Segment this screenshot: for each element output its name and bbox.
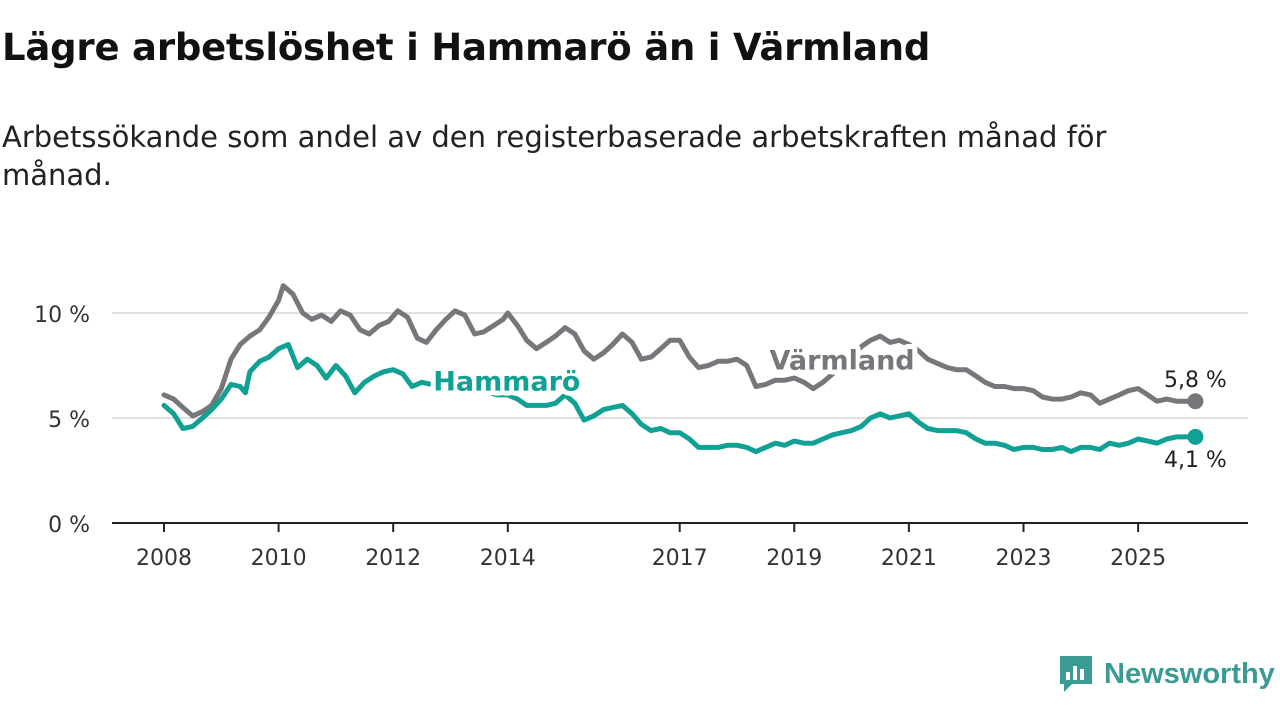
x-tick-label: 2019 xyxy=(766,546,822,571)
x-tick-label: 2023 xyxy=(996,546,1052,571)
x-tick-label: 2012 xyxy=(365,546,421,571)
brand-logo: Newsworthy xyxy=(1058,654,1275,694)
newsworthy-logo-icon xyxy=(1060,656,1092,692)
x-axis: 2008 2010 2012 2014 2017 2019 2021 2023 2025 xyxy=(112,522,1248,571)
series-line-hammar xyxy=(161,342,1198,455)
x-tick-label: 2014 xyxy=(480,546,536,571)
series-name-label: Hammarö xyxy=(433,367,580,398)
series-lines xyxy=(161,283,1204,455)
y-tick-label: 10 % xyxy=(34,303,90,328)
end-point-marker xyxy=(1187,428,1204,445)
x-tick-label: 2010 xyxy=(251,546,307,571)
y-tick-label: 5 % xyxy=(48,408,90,433)
series-labels: Värmland Hammarö 5,8 % 4,1 % xyxy=(428,341,1230,476)
end-value-label: 5,8 % xyxy=(1164,368,1227,393)
x-tick-label: 2008 xyxy=(136,546,192,571)
chart-title: Lägre arbetslöshet i Hammarö än i Värmla… xyxy=(2,26,931,69)
x-tick-label: 2017 xyxy=(652,546,708,571)
x-tick-label: 2025 xyxy=(1110,546,1166,571)
end-value-label: 4,1 % xyxy=(1164,448,1227,473)
series-line-vrmland xyxy=(161,283,1198,419)
chart-subtitle: Arbetssökande som andel av den registerb… xyxy=(2,120,1107,192)
x-tick-label: 2021 xyxy=(881,546,937,571)
series-name-label: Värmland xyxy=(770,346,915,377)
brand-name: Newsworthy xyxy=(1104,657,1275,690)
y-tick-label: 0 % xyxy=(48,513,90,538)
end-point-marker xyxy=(1187,393,1204,410)
